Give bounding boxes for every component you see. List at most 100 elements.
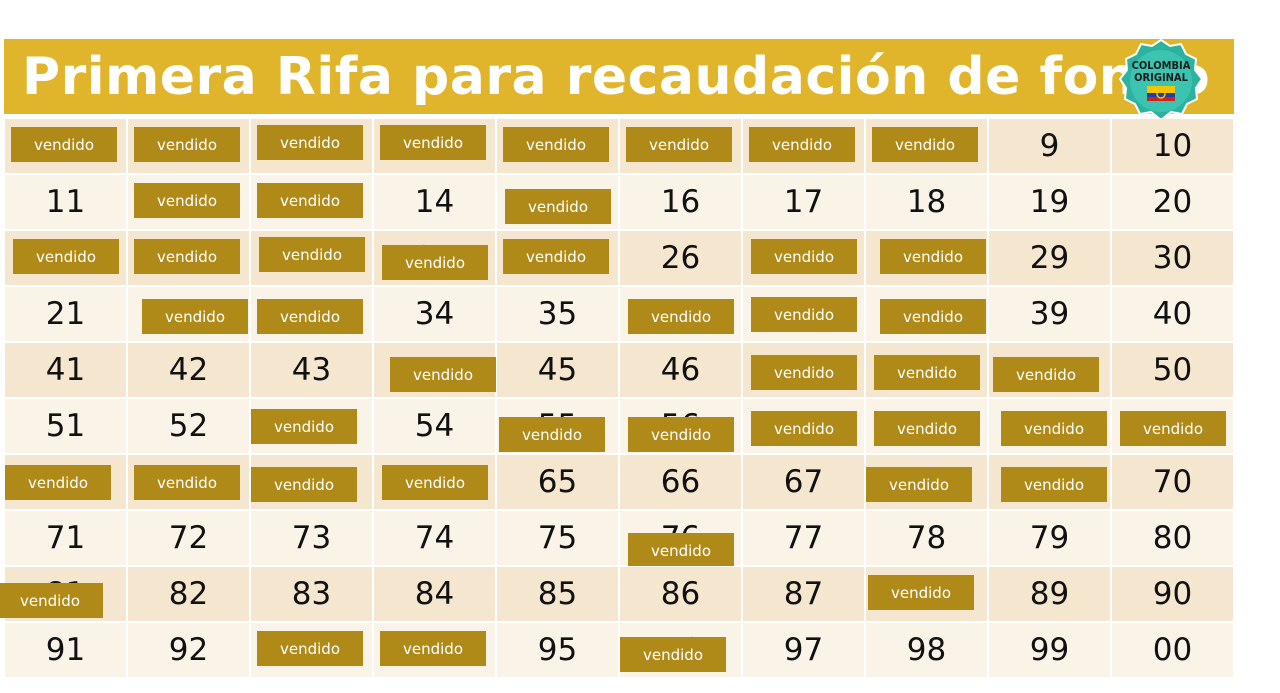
raffle-cell[interactable]: 72 [127, 510, 250, 566]
raffle-cell[interactable]: 52 [127, 398, 250, 454]
raffle-cell[interactable]: 9 [988, 118, 1111, 174]
raffle-cell[interactable]: 41 [4, 342, 127, 398]
raffle-cell[interactable]: 29 [988, 230, 1111, 286]
raffle-cell[interactable]: 92 [127, 622, 250, 678]
raffle-cell[interactable]: 96vendido [619, 622, 742, 678]
raffle-cell[interactable]: 66 [619, 454, 742, 510]
raffle-cell[interactable]: 76vendido [619, 510, 742, 568]
raffle-cell[interactable]: 58vendido [865, 398, 988, 454]
raffle-cell[interactable]: 10 [1111, 118, 1234, 174]
raffle-cell[interactable]: 65 [496, 454, 619, 510]
raffle-cell[interactable]: 26 [619, 230, 742, 286]
raffle-cell[interactable]: 55vendido [496, 398, 619, 454]
raffle-cell[interactable]: 82 [127, 566, 250, 622]
raffle-cell[interactable]: 69vendido [988, 454, 1111, 510]
raffle-cell[interactable]: 79 [988, 510, 1111, 566]
raffle-cell[interactable]: 64vendido [373, 454, 496, 510]
raffle-cell[interactable]: 77 [742, 510, 865, 566]
raffle-cell[interactable]: 88vendido [865, 566, 988, 622]
raffle-cell[interactable]: 00 [1111, 622, 1234, 678]
raffle-cell[interactable]: 43 [250, 342, 373, 398]
raffle-cell[interactable]: 83 [250, 566, 373, 622]
raffle-cell[interactable]: 87 [742, 566, 865, 622]
raffle-cell[interactable]: 78 [865, 510, 988, 566]
raffle-cell[interactable]: 12vendido [127, 174, 250, 230]
raffle-cell[interactable]: 70 [1111, 454, 1234, 510]
raffle-cell[interactable]: 24vendido [373, 230, 496, 286]
raffle-cell[interactable]: 56vendido [619, 398, 742, 454]
raffle-cell[interactable]: 54 [373, 398, 496, 454]
raffle-cell[interactable]: 80 [1111, 510, 1234, 566]
raffle-cell[interactable]: 42 [127, 342, 250, 398]
raffle-cell[interactable]: 99 [988, 622, 1111, 678]
raffle-cell[interactable]: 81vendido [0, 566, 127, 622]
raffle-cell[interactable]: 61vendido [4, 454, 127, 510]
raffle-cell[interactable]: 11 [4, 174, 127, 230]
raffle-cell[interactable]: 49vendido [988, 342, 1111, 398]
raffle-cell[interactable]: 18 [865, 174, 988, 230]
raffle-cell[interactable]: 59vendido [988, 398, 1111, 454]
raffle-cell[interactable]: 84 [373, 566, 496, 622]
raffle-cell[interactable]: 19 [988, 174, 1111, 230]
raffle-cell[interactable]: 90 [1111, 566, 1234, 622]
raffle-cell[interactable]: 28vendido [865, 230, 988, 286]
raffle-cell[interactable]: 44vendido [373, 342, 496, 398]
raffle-cell[interactable]: 93vendido [250, 622, 373, 678]
raffle-cell[interactable]: 34 [373, 286, 496, 342]
raffle-cell[interactable]: 50 [1111, 342, 1234, 398]
raffle-cell[interactable]: 37vendido [742, 286, 865, 342]
raffle-cell[interactable]: 75 [496, 510, 619, 566]
raffle-cell[interactable]: 97 [742, 622, 865, 678]
raffle-cell[interactable]: 40 [1111, 286, 1234, 342]
raffle-cell[interactable]: 20 [1111, 174, 1234, 230]
raffle-cell[interactable]: 23vendido [250, 230, 373, 286]
raffle-cell[interactable]: 32vendido [127, 286, 250, 342]
raffle-cell[interactable]: 53vendido [250, 398, 373, 454]
raffle-cell[interactable]: 62vendido [127, 454, 250, 510]
raffle-cell[interactable]: 89 [988, 566, 1111, 622]
raffle-cell[interactable]: 35 [496, 286, 619, 342]
raffle-cell[interactable]: 67 [742, 454, 865, 510]
raffle-cell[interactable]: 57vendido [742, 398, 865, 454]
raffle-cell[interactable]: 13vendido [250, 174, 373, 230]
raffle-cell[interactable]: 27vendido [742, 230, 865, 286]
raffle-cell[interactable]: 14 [373, 174, 496, 230]
raffle-cell[interactable]: 98 [865, 622, 988, 678]
raffle-cell[interactable]: 46 [619, 342, 742, 398]
raffle-cell[interactable]: 63vendido [250, 454, 373, 510]
raffle-cell[interactable]: 73 [250, 510, 373, 566]
raffle-cell[interactable]: 16 [619, 174, 742, 230]
raffle-cell[interactable]: 30 [1111, 230, 1234, 286]
raffle-cell[interactable]: 33vendido [250, 286, 373, 342]
raffle-cell[interactable]: 85 [496, 566, 619, 622]
raffle-cell[interactable]: 17 [742, 174, 865, 230]
raffle-cell[interactable]: 86 [619, 566, 742, 622]
raffle-cell[interactable]: 38vendido [865, 286, 988, 342]
raffle-cell[interactable]: 51 [4, 398, 127, 454]
raffle-cell[interactable]: 36vendido [619, 286, 742, 342]
raffle-cell[interactable]: 68vendido [865, 454, 988, 510]
raffle-cell[interactable]: 91 [4, 622, 127, 678]
raffle-cell[interactable]: 48vendido [865, 342, 988, 398]
raffle-cell[interactable]: 95 [496, 622, 619, 678]
raffle-cell[interactable]: 15vendido [496, 174, 619, 230]
raffle-cell[interactable]: 39 [988, 286, 1111, 342]
raffle-cell[interactable]: 25vendido [496, 230, 619, 286]
raffle-cell[interactable]: 22vendido [127, 230, 250, 286]
raffle-cell[interactable]: 8vendido [865, 118, 988, 174]
raffle-cell[interactable]: 21 [4, 286, 127, 342]
raffle-cell[interactable]: 94vendido [373, 622, 496, 678]
raffle-cell[interactable]: 47vendido [742, 342, 865, 398]
raffle-cell[interactable]: 60vendido [1111, 398, 1234, 454]
raffle-cell[interactable]: 74 [373, 510, 496, 566]
raffle-cell[interactable]: 45 [496, 342, 619, 398]
raffle-cell[interactable]: 71 [4, 510, 127, 566]
